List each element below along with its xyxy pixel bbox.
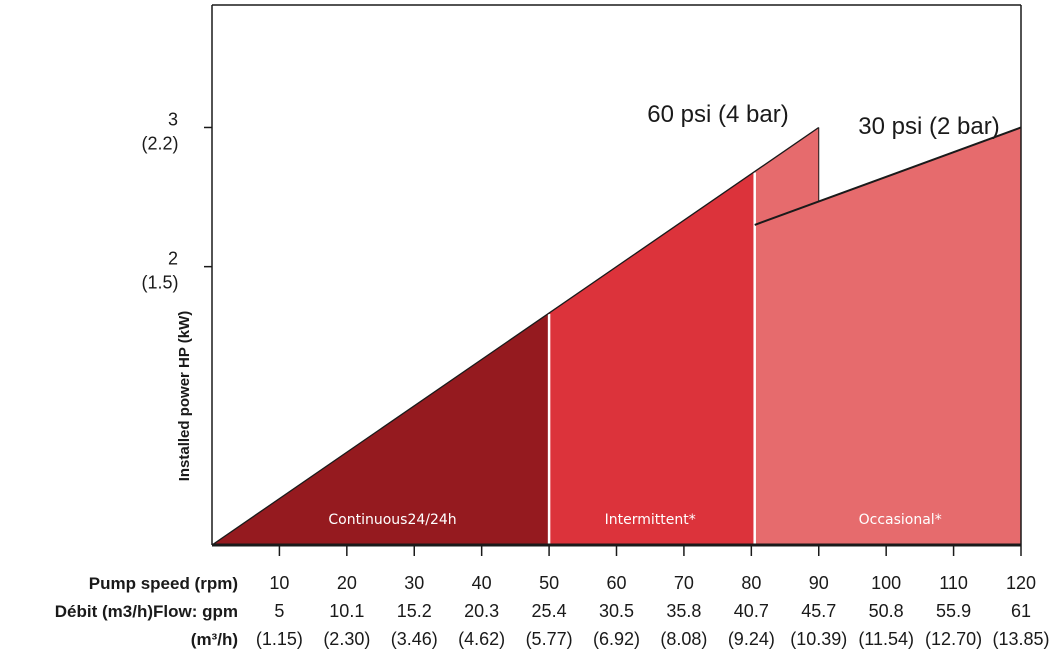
y-tick-label-hp-0: 3 xyxy=(168,109,178,129)
row-0-value-2: 30 xyxy=(404,573,424,593)
axis-ticks: 3 (2.2) 2 (1.5) Pump speed (rpm) 10 20 30 40 50 60… xyxy=(55,101,1050,649)
row-label-0: Pump speed (rpm) xyxy=(89,574,238,593)
row-0-value-5: 60 xyxy=(606,573,626,593)
row-2-value-4: (5.77) xyxy=(526,629,573,649)
row-1-value-5: 30.5 xyxy=(599,601,634,621)
row-1-value-6: 35.8 xyxy=(666,601,701,621)
row-1-value-9: 50.8 xyxy=(869,601,904,621)
row-1-value-1: 10.1 xyxy=(329,601,364,621)
row-0-value-7: 80 xyxy=(741,573,761,593)
row-2-value-1: (2.30) xyxy=(323,629,370,649)
row-1-value-3: 20.3 xyxy=(464,601,499,621)
row-0-value-1: 20 xyxy=(337,573,357,593)
y-tick-label-kw-1: (1.5) xyxy=(141,273,178,293)
row-2-value-6: (8.08) xyxy=(660,629,707,649)
row-2-value-0: (1.15) xyxy=(256,629,303,649)
row-1-value-8: 45.7 xyxy=(801,601,836,621)
row-1-value-4: 25.4 xyxy=(532,601,567,621)
region-intermittent xyxy=(549,171,755,545)
row-2-value-8: (10.39) xyxy=(790,629,847,649)
row-2-value-3: (4.62) xyxy=(458,629,505,649)
region-occasional xyxy=(754,127,1021,545)
row-label-2: (m³/h) xyxy=(191,630,238,649)
row-2-value-5: (6.92) xyxy=(593,629,640,649)
row-2-value-9: (11.54) xyxy=(858,629,914,649)
row-0-value-9: 100 xyxy=(871,573,901,593)
row-0-value-0: 10 xyxy=(269,573,289,593)
row-0-value-4: 50 xyxy=(539,573,559,593)
y-axis-label: Installed power HP (kW) xyxy=(176,311,193,482)
curve-label-60-psi: 60 psi (4 bar) xyxy=(647,101,788,128)
curve-lines xyxy=(211,126,1022,546)
row-0-value-8: 90 xyxy=(809,573,829,593)
region-label-0: Continuous24/24h xyxy=(328,512,456,528)
y-tick-label-hp-1: 2 xyxy=(168,249,178,269)
row-0-value-11: 120 xyxy=(1006,573,1036,593)
line-60-psi xyxy=(211,126,820,546)
curve-label-30-psi: 30 psi (2 bar) xyxy=(858,113,999,140)
row-2-value-7: (9.24) xyxy=(728,629,775,649)
region-label-1: Intermittent* xyxy=(605,512,696,528)
row-1-value-10: 55.9 xyxy=(936,601,971,621)
row-1-value-7: 40.7 xyxy=(734,601,769,621)
row-2-value-2: (3.46) xyxy=(391,629,438,649)
row-0-value-6: 70 xyxy=(674,573,694,593)
row-0-value-3: 40 xyxy=(472,573,492,593)
row-1-value-0: 5 xyxy=(274,601,284,621)
row-1-value-2: 15.2 xyxy=(397,601,432,621)
region-label-2: Occasional* xyxy=(859,512,942,528)
row-2-value-11: (13.85) xyxy=(992,629,1049,649)
row-0-value-10: 110 xyxy=(939,573,968,593)
chart-regions: Continuous24/24h Intermittent* Occasional* xyxy=(212,127,1021,545)
row-1-value-11: 61 xyxy=(1011,601,1031,621)
row-2-value-10: (12.70) xyxy=(925,629,982,649)
row-label-1: Débit (m3/h)Flow: gpm xyxy=(55,602,238,621)
y-tick-label-kw-0: (2.2) xyxy=(141,133,178,153)
line-30-psi xyxy=(754,126,1022,226)
